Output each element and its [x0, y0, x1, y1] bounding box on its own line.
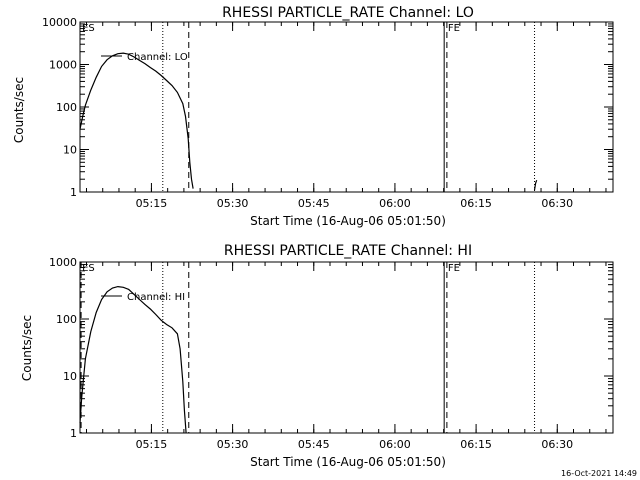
y-axis-label-lo: Counts/sec	[12, 77, 26, 143]
x-tick-label-lo: 06:15	[460, 197, 492, 210]
event-marker-label-lo: FE	[448, 23, 460, 34]
series-line-lo	[533, 179, 538, 191]
y-tick-label-hi: 1000	[49, 256, 77, 269]
x-tick-label-lo: 05:45	[298, 197, 330, 210]
x-tick-label-hi: 05:45	[298, 438, 330, 451]
chart-title-hi: RHESSI PARTICLE_RATE Channel: HI	[224, 243, 472, 259]
y-tick-label-hi: 1	[70, 427, 77, 440]
panel-lo: RHESSI PARTICLE_RATE Channel: LO Start T…	[12, 5, 614, 228]
panel-hi: RHESSI PARTICLE_RATE Channel: HI Start T…	[20, 243, 614, 469]
event-marker-label-hi: ES	[82, 263, 95, 274]
series-line-lo	[79, 52, 194, 189]
y-axis-label-hi: Counts/sec	[20, 315, 34, 381]
x-tick-label-lo: 05:15	[136, 197, 168, 210]
x-tick-label-lo: 06:00	[379, 197, 411, 210]
y-tick-label-lo: 10	[63, 144, 77, 157]
event-marker-label-lo: ES	[82, 23, 95, 34]
x-tick-label-lo: 05:30	[217, 197, 249, 210]
x-tick-label-hi: 06:30	[541, 438, 573, 451]
y-tick-label-lo: 10000	[42, 16, 77, 29]
event-marker-label-hi: FE	[448, 263, 460, 274]
x-tick-label-hi: 05:15	[136, 438, 168, 451]
legend-label-hi: Channel: HI	[127, 292, 185, 303]
x-tick-label-lo: 06:30	[541, 197, 573, 210]
x-tick-label-hi: 05:30	[217, 438, 249, 451]
legend-label-lo: Channel: LO	[127, 52, 188, 63]
x-axis-label-hi: Start Time (16-Aug-06 05:01:50)	[250, 455, 446, 469]
y-tick-label-hi: 10	[63, 370, 77, 383]
timestamp: 16-Oct-2021 14:49	[561, 469, 637, 478]
y-tick-label-lo: 1000	[49, 59, 77, 72]
x-tick-label-hi: 06:15	[460, 438, 492, 451]
chart-title-lo: RHESSI PARTICLE_RATE Channel: LO	[222, 5, 474, 21]
series-line-hi	[79, 285, 187, 434]
y-tick-label-lo: 100	[56, 101, 77, 114]
x-tick-label-hi: 06:00	[379, 438, 411, 451]
y-tick-label-lo: 1	[70, 186, 77, 199]
x-axis-label-lo: Start Time (16-Aug-06 05:01:50)	[250, 214, 446, 228]
y-tick-label-hi: 100	[56, 313, 77, 326]
